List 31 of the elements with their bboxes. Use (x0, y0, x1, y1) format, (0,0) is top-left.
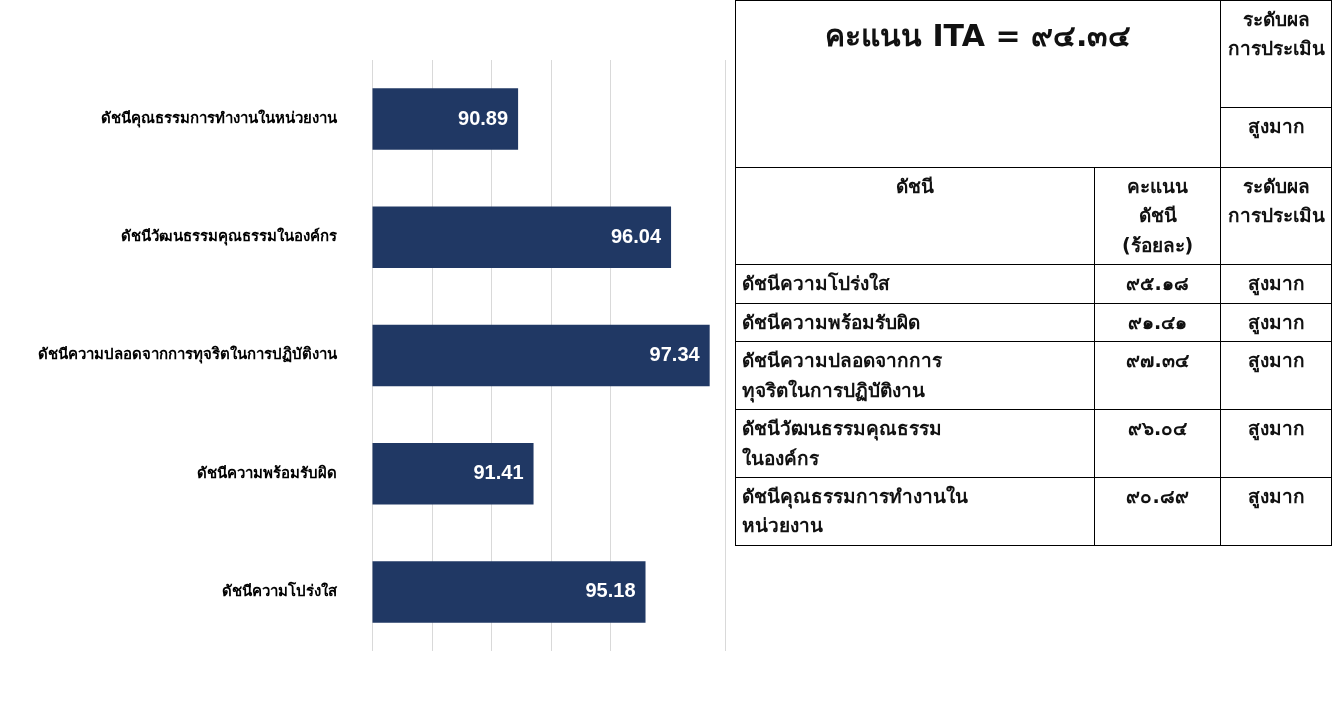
data-label: 91.41 (473, 461, 524, 484)
text: ดัชนี (735, 167, 1095, 265)
text: ๙๕.๑๘ (1094, 264, 1221, 304)
data-label: 97.34 (649, 343, 701, 366)
y-tick-label: ดัชนีคุณธรรมการทำงานในหน่วยงาน (100, 108, 338, 128)
text: ดัชนีวัฒนธรรมคุณธรรม ในองค์กร (735, 409, 1095, 478)
y-tick-label: ดัชนีความโปร่งใส (221, 580, 338, 600)
text: คะแนน ITA = ๙๔.๓๔ (735, 0, 1221, 168)
text: สูงมาก (1220, 107, 1332, 168)
text: ดัชนีความโปร่งใส (735, 264, 1095, 304)
text: คะแนน ดัชนี (ร้อยละ) (1094, 167, 1221, 265)
text: ดัชนีความปลอดจากการ ทุจริตในการปฏิบัติงาน (735, 341, 1095, 410)
text: ระดับผล การประเมิน (1220, 167, 1332, 265)
text: สูงมาก (1220, 477, 1332, 546)
data-label: 95.18 (585, 579, 636, 602)
y-tick-label: ดัชนีความปลอดจากการทุจริตในการปฏิบัติงาน (37, 345, 338, 365)
text: ดัชนีคุณธรรมการทำงานใน หน่วยงาน (735, 477, 1095, 546)
text: สูงมาก (1220, 303, 1332, 342)
text: ๙๑.๔๑ (1094, 303, 1221, 342)
text: ๙๗.๓๔ (1094, 341, 1221, 410)
text: ๙๐.๘๙ (1094, 477, 1221, 546)
y-tick-label: ดัชนีวัฒนธรรมคุณธรรมในองค์กร (120, 227, 338, 247)
data-label: 90.89 (458, 106, 509, 129)
text: สูงมาก (1220, 264, 1332, 304)
y-tick-label: ดัชนีความพร้อมรับผิด (196, 463, 337, 482)
data-label: 96.04 (611, 224, 662, 247)
text: ๙๖.๐๔ (1094, 409, 1221, 478)
text: ระดับผล การประเมิน (1220, 0, 1332, 108)
text: ดัชนีความพร้อมรับผิด (735, 303, 1095, 342)
text: สูงมาก (1220, 409, 1332, 478)
text: สูงมาก (1220, 341, 1332, 410)
